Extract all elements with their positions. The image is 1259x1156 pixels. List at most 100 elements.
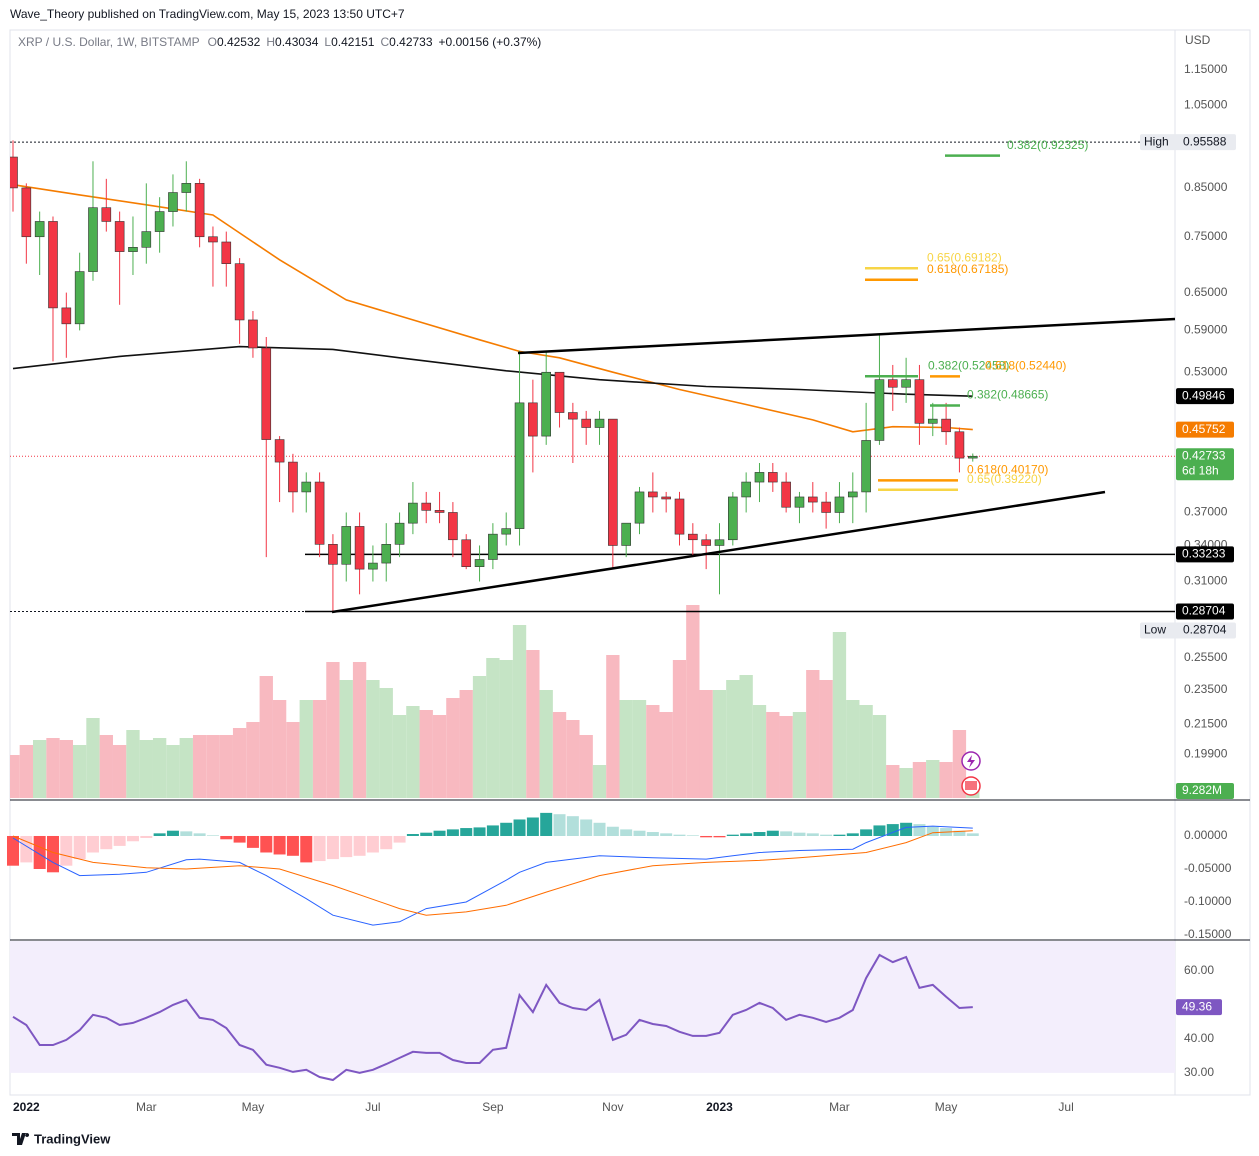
- volume-bar: [72, 745, 87, 798]
- volume-bar: [166, 745, 180, 798]
- trend-line: [517, 317, 1176, 355]
- extreme-value: 0.28704: [1183, 623, 1227, 637]
- macd-histogram: [806, 833, 819, 836]
- volume-bar: [672, 660, 687, 798]
- volume-bar: [19, 745, 33, 798]
- macd-histogram: [913, 824, 926, 836]
- candle-body: [701, 539, 711, 546]
- candle-body: [781, 481, 791, 508]
- extreme-name: High: [1144, 134, 1169, 148]
- candle-body: [954, 431, 965, 459]
- volume-bar: [446, 698, 460, 798]
- candle-body: [234, 263, 245, 321]
- macd-histogram: [460, 828, 473, 836]
- macd-histogram: [340, 835, 353, 858]
- candle-body: [488, 533, 498, 560]
- macd-histogram: [500, 822, 513, 836]
- macd-line: [12, 830, 973, 916]
- volume-bar: [686, 605, 700, 798]
- candle-body: [861, 440, 871, 493]
- volume-bar: [486, 658, 500, 798]
- volume-bar: [752, 705, 767, 798]
- candle-body: [768, 472, 778, 483]
- fib-label: 0.382(0.52458): [928, 358, 1009, 372]
- macd-histogram: [100, 835, 113, 850]
- x-tick-label: 2023: [706, 1100, 733, 1114]
- candle-body: [528, 402, 538, 437]
- volume-bar: [766, 712, 780, 798]
- x-tick-label: Jul: [1058, 1100, 1073, 1114]
- volume-bar: [312, 700, 327, 798]
- macd-histogram: [300, 835, 313, 863]
- macd-histogram: [46, 835, 59, 873]
- volume-bar: [592, 765, 607, 798]
- ma-tag-text: 0.45752: [1182, 422, 1226, 436]
- volume-bar: [326, 662, 340, 798]
- candle-body: [261, 347, 272, 440]
- symbol: XRP / U.S. Dollar, 1W, BITSTAMP: [18, 35, 200, 49]
- macd-histogram: [260, 835, 273, 853]
- volume-tag-text: 9.282M: [1182, 783, 1222, 797]
- macd-histogram: [820, 834, 833, 836]
- macd-histogram: [833, 834, 846, 836]
- candle-body: [154, 211, 165, 232]
- macd-histogram: [966, 833, 979, 836]
- volume-bar: [699, 690, 713, 798]
- rsi-band: [10, 941, 1175, 1073]
- candle-body: [314, 481, 325, 545]
- candle-body: [221, 241, 232, 264]
- macd-histogram: [540, 812, 553, 836]
- volume-bar: [899, 768, 913, 798]
- macd-histogram: [686, 835, 699, 836]
- macd-histogram: [646, 832, 659, 836]
- macd-histogram: [846, 833, 859, 836]
- volume-bar: [872, 715, 887, 798]
- candle-body: [554, 371, 565, 413]
- candle-body: [901, 379, 911, 388]
- high: 0.43034: [275, 35, 319, 49]
- candle-body: [648, 491, 658, 498]
- y-tick-label: 0.25500: [1184, 650, 1228, 664]
- macd-histogram: [60, 835, 73, 866]
- fib-label: 0.382(0.48665): [967, 388, 1048, 402]
- macd-histogram: [380, 835, 393, 850]
- macd-histogram: [433, 830, 446, 836]
- macd-histogram: [233, 835, 246, 843]
- volume-bar: [939, 762, 953, 798]
- currency: USD: [1185, 33, 1211, 47]
- candle-body: [328, 544, 338, 565]
- y-tick-label: 0.37000: [1184, 505, 1228, 519]
- candle-body: [61, 307, 72, 325]
- macd-histogram: [246, 835, 259, 848]
- l-letter: L: [324, 35, 331, 49]
- candle-body: [141, 231, 152, 248]
- macd-histogram: [926, 826, 939, 836]
- volume-bar: [10, 755, 20, 798]
- volume-bar: [366, 680, 380, 798]
- candle-body: [887, 379, 898, 388]
- volume-bar: [739, 675, 753, 798]
- candle-body: [501, 528, 512, 535]
- macd-histogram: [700, 835, 713, 838]
- volume-bar: [46, 738, 60, 798]
- macd-histogram: [33, 835, 46, 869]
- candle-body: [88, 207, 98, 272]
- open: 0.42532: [217, 35, 261, 49]
- volume-bar: [632, 700, 647, 798]
- candle-body: [621, 522, 631, 546]
- candle-body: [834, 496, 845, 513]
- x-tick-label: Jul: [365, 1100, 380, 1114]
- ma-tag-text: 0.49846: [1182, 388, 1226, 402]
- macd-histogram: [406, 834, 419, 836]
- fib-label: 0.618(0.67185): [927, 262, 1008, 276]
- volume-bar: [112, 745, 127, 798]
- candle-body: [434, 510, 445, 513]
- volume-bar: [232, 728, 247, 798]
- macd-histogram: [513, 819, 526, 836]
- candle-body: [807, 496, 818, 503]
- macd-histogram: [526, 817, 539, 836]
- macd-histogram: [366, 835, 379, 853]
- volume-bar: [566, 720, 580, 798]
- level-tag-text: 0.28704: [1182, 604, 1226, 618]
- volume-bar: [59, 740, 73, 798]
